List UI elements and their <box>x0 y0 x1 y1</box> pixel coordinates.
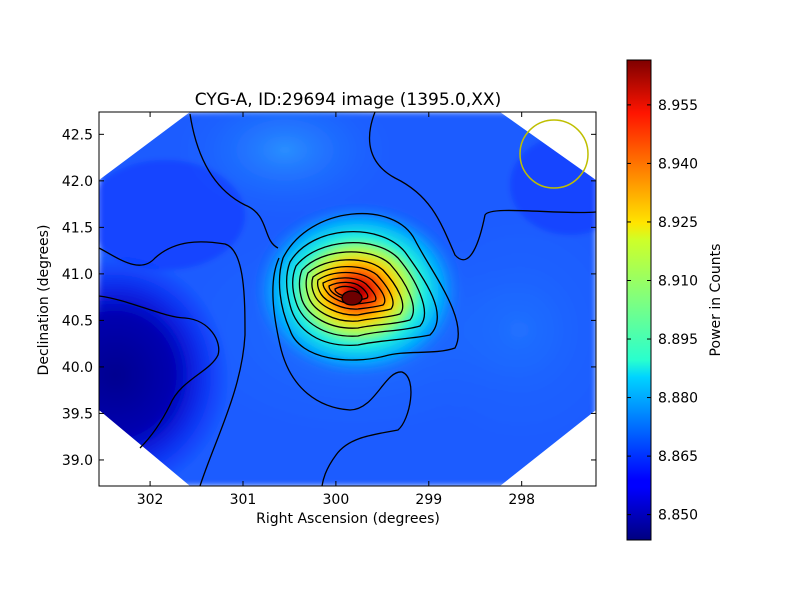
colorbar-tick-label: 8.955 <box>658 98 698 114</box>
colorbar-tick-label: 8.895 <box>658 332 698 348</box>
colorbar-label: Power in Counts <box>708 244 724 357</box>
plot-frame <box>98 111 597 487</box>
y-tick-label: 42.5 <box>62 127 93 143</box>
colorbar-tick-label: 8.940 <box>658 156 698 172</box>
colorbar-tick-label: 8.865 <box>658 449 698 465</box>
y-tick-label: 40.0 <box>62 360 93 376</box>
y-axis-label: Declination (degrees) <box>36 225 52 376</box>
y-axis: 39.0 39.5 40.0 40.5 41.0 41.5 42.0 42.5 <box>62 127 596 469</box>
colorbar-tick-label: 8.925 <box>658 215 698 231</box>
beam-circle <box>519 119 589 189</box>
x-tick-label: 301 <box>230 492 257 508</box>
y-tick-label: 39.0 <box>62 453 93 469</box>
y-tick-label: 41.5 <box>62 220 93 236</box>
contour-lines <box>99 112 596 486</box>
x-tick-label: 298 <box>508 492 535 508</box>
colorbar-tick-label: 8.880 <box>658 391 698 407</box>
y-tick-label: 39.5 <box>62 406 93 422</box>
heatmap-image <box>99 112 596 486</box>
colorbar-ticks: 8.850 8.865 8.880 8.895 8.910 8.925 8.940 8.955 <box>627 98 698 524</box>
chart-title: CYG-A, ID:29694 image (1395.0,XX) <box>195 90 501 110</box>
colorbar-gradient <box>626 59 652 541</box>
x-tick-label: 302 <box>137 492 164 508</box>
x-tick-label: 300 <box>323 492 350 508</box>
y-tick-label: 41.0 <box>62 267 93 283</box>
y-tick-label: 42.0 <box>62 174 93 190</box>
x-axis: 302 301 300 299 298 <box>137 112 535 508</box>
x-axis-label: Right Ascension (degrees) <box>256 511 440 527</box>
x-tick-label: 299 <box>415 492 442 508</box>
colorbar-tick-label: 8.910 <box>658 273 698 289</box>
colorbar-tick-label: 8.850 <box>658 508 698 524</box>
y-tick-label: 40.5 <box>62 313 93 329</box>
colorbar: 8.850 8.865 8.880 8.895 8.910 8.925 8.940 8.955… <box>626 59 724 541</box>
